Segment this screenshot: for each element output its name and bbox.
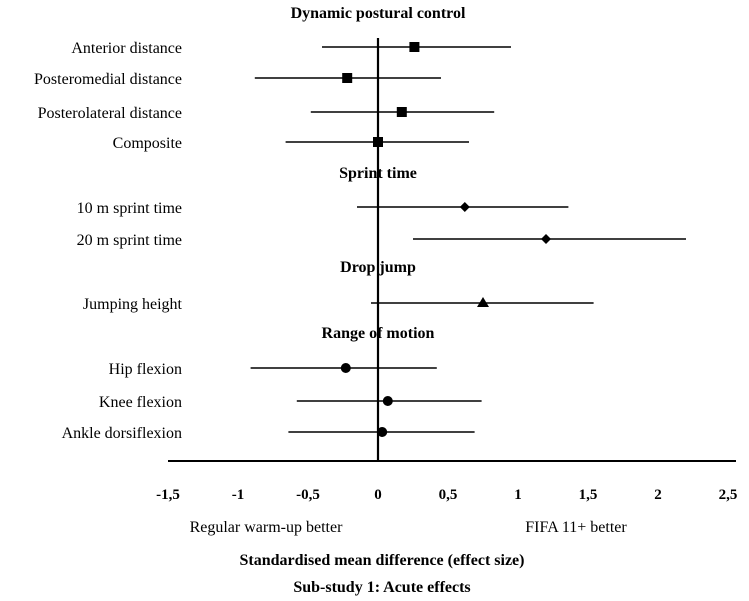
estimate-square	[409, 42, 420, 52]
row-label: Ankle dorsiflexion	[62, 425, 182, 442]
estimate-square	[396, 107, 407, 117]
x-tick-label: -0,5	[296, 487, 320, 503]
estimate-circle	[377, 427, 388, 437]
group-title: Range of motion	[322, 325, 435, 342]
row-label: Posteromedial distance	[34, 71, 182, 88]
x-tick-label: -1,5	[156, 487, 180, 503]
row-label: Anterior distance	[71, 40, 182, 57]
x-tick-label: 2	[654, 487, 662, 503]
estimate-square	[342, 73, 353, 83]
group-title: Sprint time	[339, 165, 417, 182]
estimate-diamond	[459, 202, 470, 212]
x-tick-label: 0	[374, 487, 382, 503]
x-tick-label: 1,5	[579, 487, 598, 503]
row-label: Posterolateral distance	[38, 105, 182, 122]
x-tick-label: 1	[514, 487, 522, 503]
group-title: Drop jump	[340, 259, 416, 276]
right-note: FIFA 11+ better	[525, 519, 627, 536]
left-note: Regular warm-up better	[190, 519, 344, 536]
estimate-circle	[340, 363, 351, 373]
group-title: Dynamic postural control	[291, 5, 466, 22]
x-tick-label: 2,5	[719, 487, 738, 503]
estimate-circle	[382, 396, 393, 406]
estimate-diamond	[541, 234, 551, 244]
x-tick-label: 0,5	[439, 487, 458, 503]
row-label: Hip flexion	[109, 361, 182, 378]
x-tick-label: -1	[232, 487, 245, 503]
chart-caption: Sub-study 1: Acute effects	[293, 579, 470, 596]
row-label: Jumping height	[83, 296, 183, 313]
row-label: 10 m sprint time	[77, 200, 182, 217]
x-axis-label: Standardised mean difference (effect siz…	[240, 552, 525, 569]
row-label: Knee flexion	[99, 394, 182, 411]
estimate-square	[373, 137, 383, 147]
row-label: Composite	[113, 135, 182, 152]
estimate-triangle	[477, 297, 489, 307]
row-label: 20 m sprint time	[77, 232, 182, 249]
